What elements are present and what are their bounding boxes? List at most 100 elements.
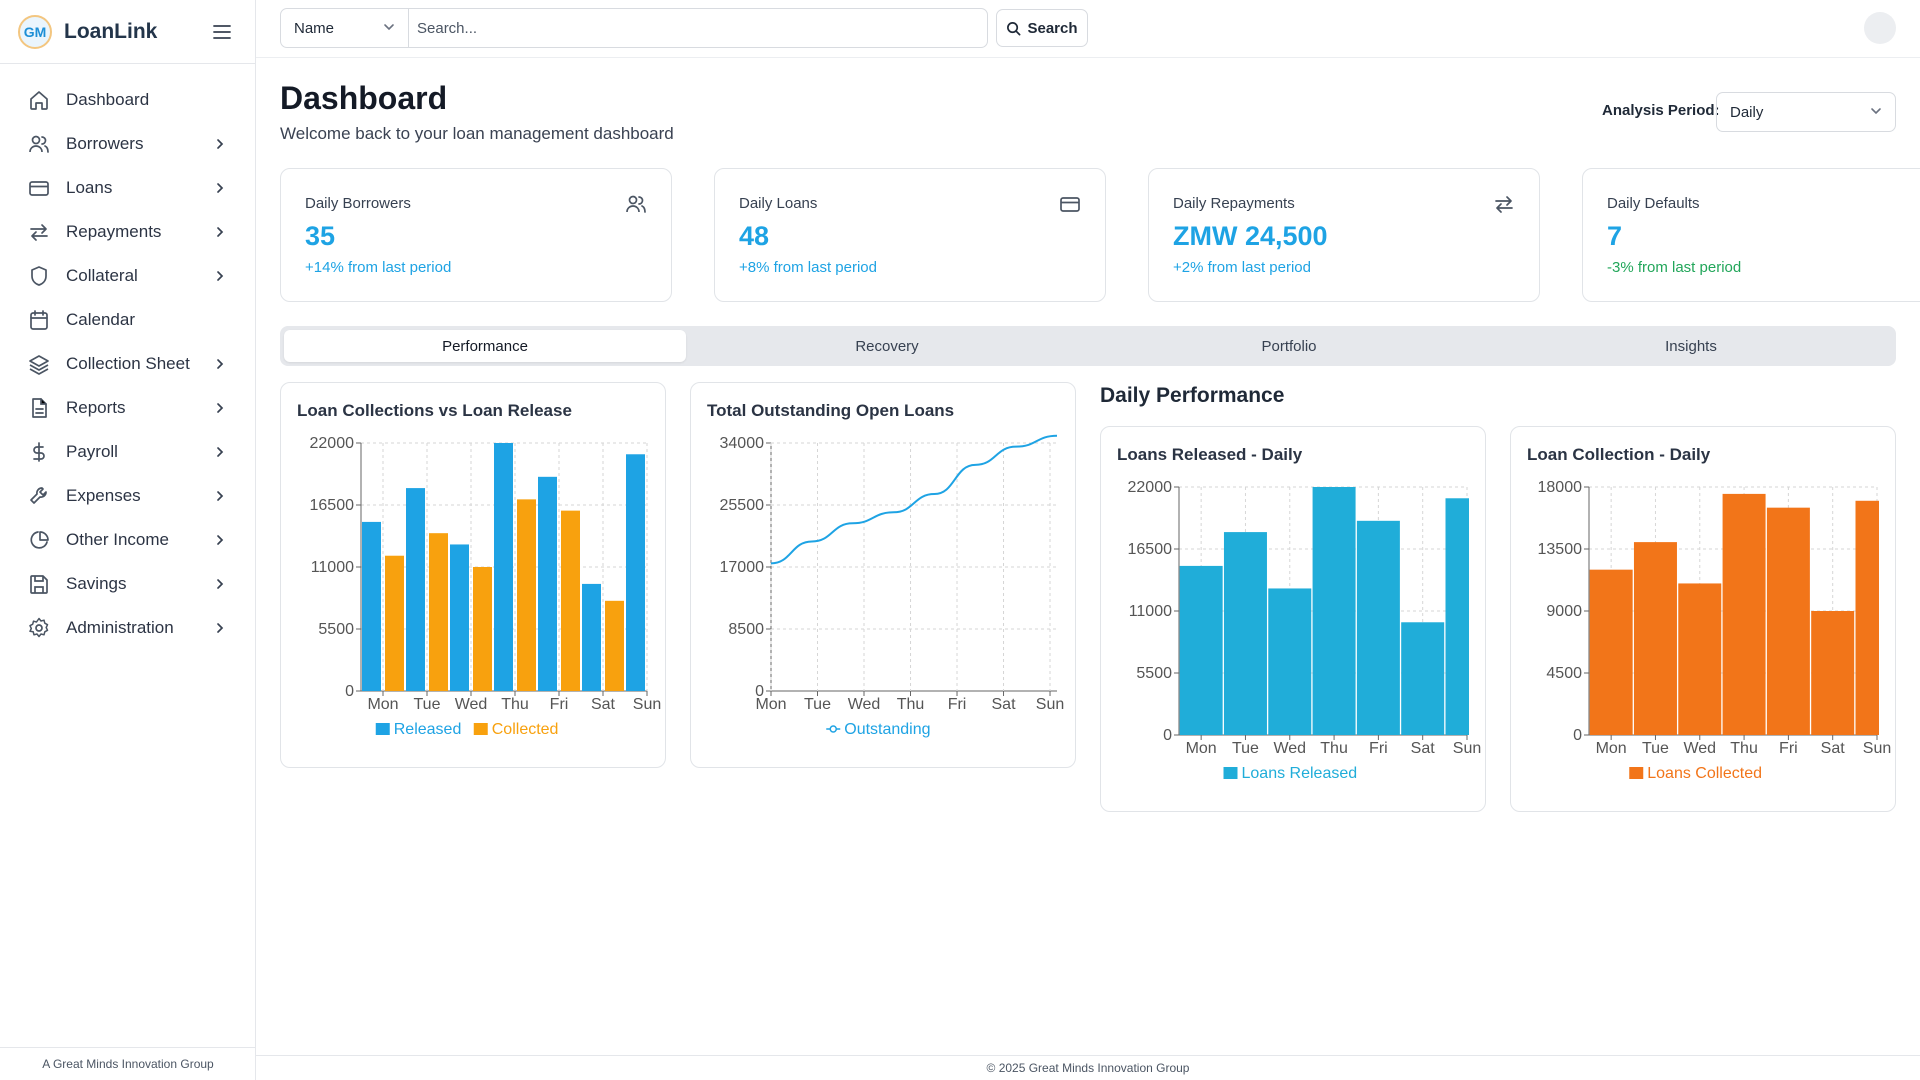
stat-value: 48: [739, 221, 770, 251]
sidebar-item-loans[interactable]: Loans: [0, 166, 255, 210]
stat-card-daily-repayments: Daily Repayments ZMW 24,500 +2% from last …: [1148, 168, 1540, 302]
chevron-right-icon: [213, 181, 227, 195]
x-tick-label: Sun: [1036, 696, 1064, 713]
sidebar-item-label: Payroll: [66, 442, 118, 461]
y-tick-label: 9000: [1546, 603, 1582, 620]
x-tick-label: Mon: [1186, 740, 1217, 757]
bar-collected-wed: [473, 567, 492, 691]
search-icon: [1007, 21, 1021, 35]
y-tick-label: 25500: [720, 497, 765, 514]
menu-toggle-icon[interactable]: [211, 21, 233, 43]
bar-fri: [1766, 507, 1810, 735]
y-tick-label: 22000: [310, 435, 355, 452]
sidebar-footer: A Great Minds Innovation Group: [0, 1047, 256, 1080]
x-tick-label: Sun: [633, 696, 661, 713]
stat-card-daily-borrowers: Daily Borrowers 35 +14% from last period: [280, 168, 672, 302]
tab-portfolio[interactable]: Portfolio: [1261, 337, 1317, 355]
sidebar-item-dashboard[interactable]: Dashboard: [0, 78, 255, 122]
sidebar-item-borrowers[interactable]: Borrowers: [0, 122, 255, 166]
legend-swatch: [1629, 767, 1644, 779]
page-footer: © 2025 Great Minds Innovation Group: [256, 1055, 1920, 1080]
stat-label: Daily Repayments: [1173, 195, 1295, 212]
bar-sun: [1445, 498, 1469, 735]
brand: GM LoanLink: [0, 0, 255, 64]
chart-card-outstanding: Total Outstanding Open Loans 0 8500 17000 2…: [690, 382, 1076, 768]
bar-collected-sun: [649, 488, 667, 691]
x-tick-label: Sat: [591, 696, 616, 713]
tab-recovery[interactable]: Recovery: [855, 337, 919, 355]
y-tick-label: 34000: [720, 435, 765, 452]
search-type-select[interactable]: Name: [281, 9, 409, 47]
home-icon: [28, 89, 50, 111]
sidebar-item-reports[interactable]: Reports: [0, 386, 255, 430]
chevron-right-icon: [213, 225, 227, 239]
chart-title: Loans Released - Daily: [1117, 445, 1303, 464]
x-tick-label: Sun: [1453, 740, 1481, 757]
sidebar-item-label: Loans: [66, 178, 113, 197]
x-tick-label: Fri: [1369, 740, 1388, 757]
sidebar-item-expenses[interactable]: Expenses: [0, 474, 255, 518]
x-tick-label: Thu: [1320, 740, 1348, 757]
legend-label: Collected: [492, 721, 559, 738]
sidebar-item-label: Collection Sheet: [66, 354, 190, 373]
chevron-right-icon: [213, 577, 227, 591]
sidebar-item-label: Borrowers: [66, 134, 144, 153]
performance-heading: Daily Performance: [1100, 384, 1285, 407]
legend-label: Released: [394, 721, 462, 738]
stat-label: Daily Loans: [739, 195, 818, 212]
search-button[interactable]: Search: [996, 9, 1088, 47]
legend-label: Loans Released: [1242, 765, 1358, 782]
sidebar-item-payroll[interactable]: Payroll: [0, 430, 255, 474]
page-title: Dashboard: [280, 80, 448, 116]
credit-card-icon: [28, 177, 50, 199]
dollar-icon: [28, 441, 50, 463]
legend-label: Loans Collected: [1647, 765, 1762, 782]
search-button-label: Search: [1027, 19, 1078, 37]
period-select[interactable]: Daily: [1716, 92, 1896, 132]
period-value: Daily: [1730, 103, 1764, 121]
sidebar-item-repayments[interactable]: Repayments: [0, 210, 255, 254]
tab-bar: Performance Recovery Portfolio Insights: [280, 326, 1896, 366]
bar-mon: [1589, 569, 1633, 735]
calendar-icon: [28, 309, 50, 331]
x-tick-label: Tue: [414, 696, 441, 713]
chart-title: Total Outstanding Open Loans: [707, 401, 955, 420]
bar-released-thu: [494, 443, 513, 691]
bar-collected-fri: [561, 510, 580, 691]
chevron-down-icon: [383, 20, 395, 37]
x-tick-label: Wed: [1683, 740, 1716, 757]
sidebar-item-collateral[interactable]: Collateral: [0, 254, 255, 298]
page-subtitle: Welcome back to your loan management das…: [280, 124, 674, 143]
users-icon: [625, 193, 647, 220]
sidebar-item-administration[interactable]: Administration: [0, 606, 255, 650]
pie-chart-icon: [28, 529, 50, 551]
x-tick-label: Thu: [501, 696, 529, 713]
bar-sun: [1855, 500, 1879, 735]
layers-icon: [28, 353, 50, 375]
tab-insights[interactable]: Insights: [1665, 337, 1717, 355]
bar-wed: [1268, 588, 1312, 735]
bar-released-sun: [626, 454, 645, 691]
sidebar-item-savings[interactable]: Savings: [0, 562, 255, 606]
bar-collected-sat: [605, 600, 624, 691]
chevron-right-icon: [213, 533, 227, 547]
search-input[interactable]: [409, 9, 987, 47]
sidebar-item-collection-sheet[interactable]: Collection Sheet: [0, 342, 255, 386]
avatar[interactable]: [1864, 12, 1896, 44]
chart-outstanding: 0 8500 17000 25500 34000 Mon Tue Wed Thu Fri Sat Su…: [720, 434, 1064, 738]
sidebar-item-other-income[interactable]: Other Income: [0, 518, 255, 562]
tab-performance[interactable]: Performance: [284, 330, 686, 362]
arrows-exchange-icon: [1493, 193, 1515, 220]
credit-card-icon: [1059, 193, 1081, 220]
legend-swatch: [473, 723, 488, 735]
bar-fri: [1356, 520, 1400, 735]
bar-released-sat: [582, 583, 601, 691]
sidebar: GM LoanLink Dashboard Borrowers Loans Repay…: [0, 0, 256, 1080]
chevron-right-icon: [213, 269, 227, 283]
stat-value: 35: [305, 221, 336, 251]
chart-collections-vs-release: 0 5500 11000 16500 22000 Mon Tue Wed Thu Fri Sat Su…: [310, 435, 667, 738]
sidebar-item-calendar[interactable]: Calendar: [0, 298, 255, 342]
chevron-right-icon: [213, 489, 227, 503]
bar-collected-mon: [385, 555, 404, 691]
y-tick-label: 17000: [720, 559, 765, 576]
